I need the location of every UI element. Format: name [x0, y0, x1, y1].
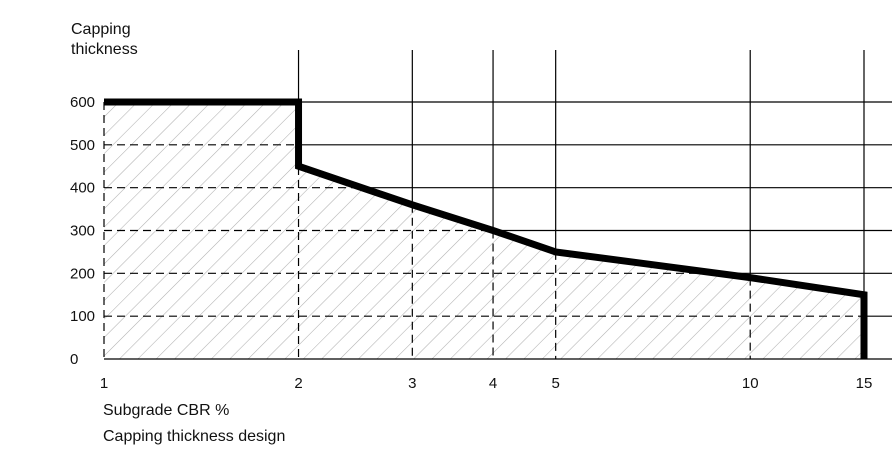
x-tick-label: 1	[100, 375, 108, 392]
chart-caption: Capping thickness design	[103, 427, 285, 447]
y-axis-title-line-1: Capping	[71, 20, 138, 40]
x-axis-title: Subgrade CBR %	[103, 401, 229, 421]
x-tick-label: 4	[489, 375, 497, 392]
y-axis-title-line-2: thickness	[71, 40, 138, 60]
y-axis-title: Capping thickness	[71, 20, 138, 60]
x-tick-label: 10	[742, 375, 759, 392]
y-tick-label: 200	[70, 265, 95, 282]
x-tick-label: 2	[294, 375, 302, 392]
y-tick-label: 500	[70, 137, 95, 154]
x-tick-label: 15	[856, 375, 873, 392]
y-tick-label: 300	[70, 223, 95, 240]
y-tick-label: 0	[70, 351, 78, 368]
y-tick-label: 400	[70, 180, 95, 197]
x-tick-label: 5	[552, 375, 560, 392]
y-tick-label: 100	[70, 308, 95, 325]
x-tick-label: 3	[408, 375, 416, 392]
y-tick-label: 600	[70, 94, 95, 111]
